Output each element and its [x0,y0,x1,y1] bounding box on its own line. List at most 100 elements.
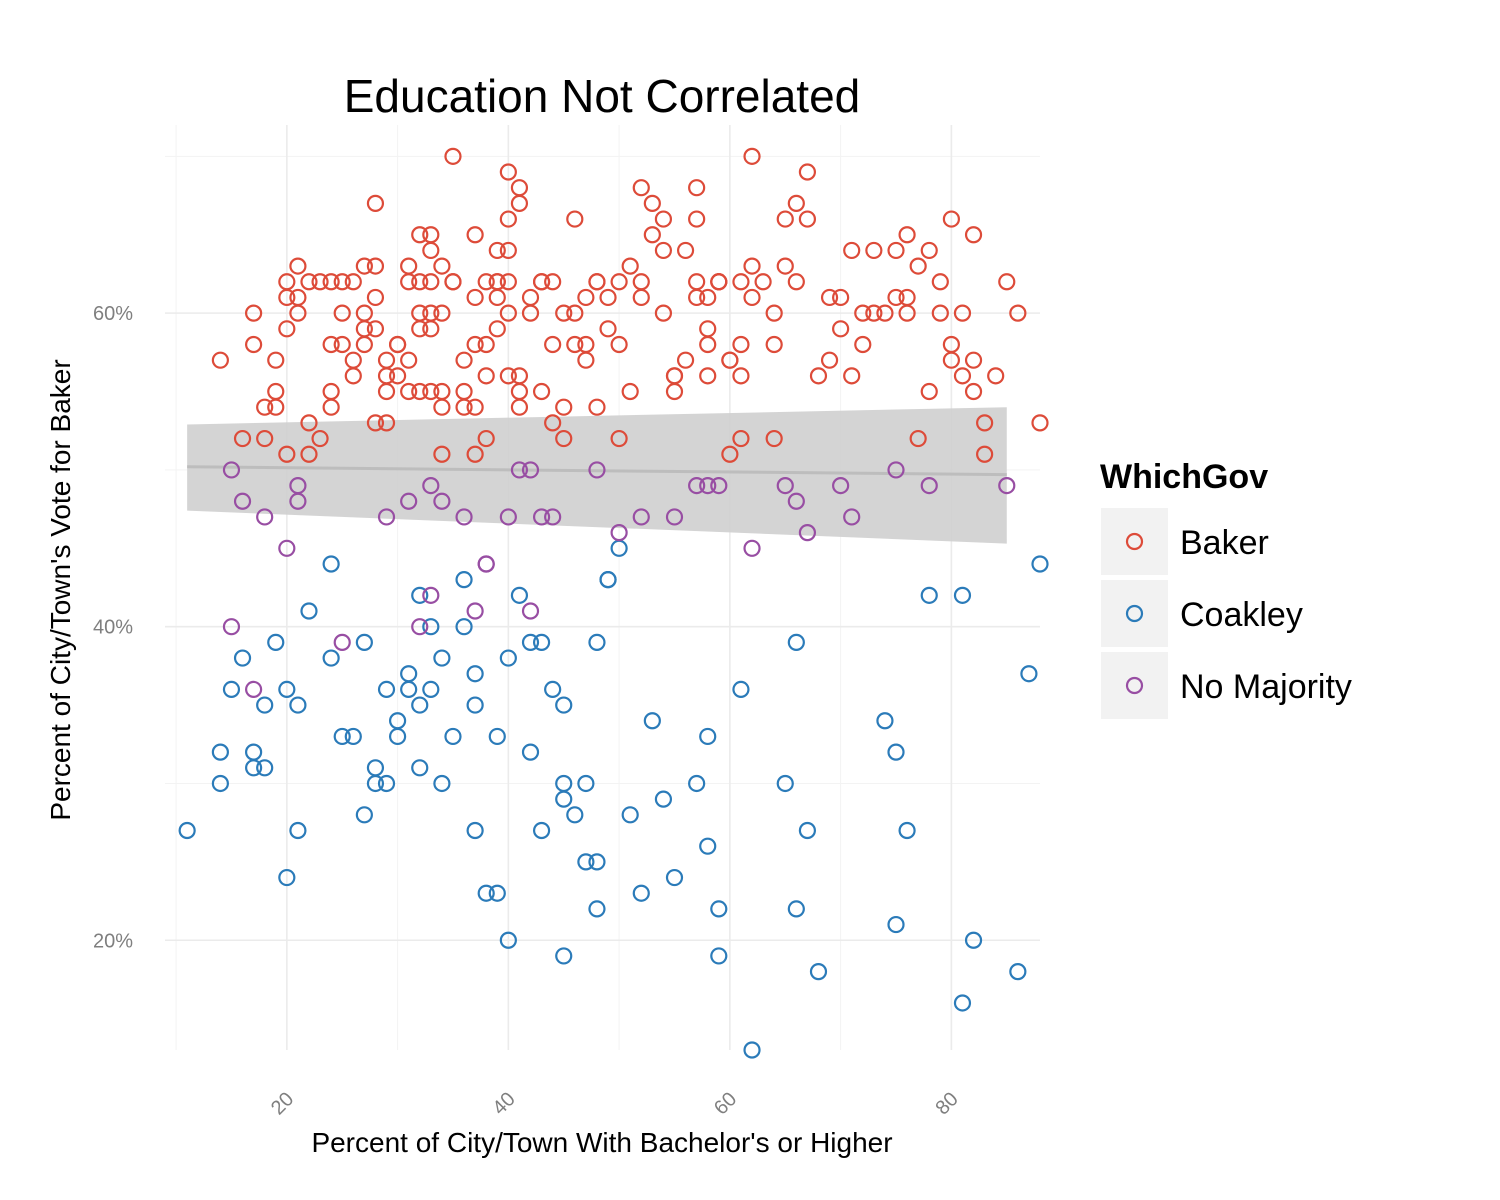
point-coakley [544,680,562,699]
point-baker [289,257,307,275]
y-tick-label: 40% [93,617,133,639]
point-baker [964,351,983,369]
point-baker [942,335,960,354]
point-no-majority [920,476,938,495]
grid [165,125,1040,1050]
point-baker [964,226,983,244]
point-baker [422,320,440,338]
point-no-majority [610,524,628,542]
point-baker [765,335,783,354]
point-coakley [599,571,617,589]
point-no-majority [998,476,1016,495]
legend-marker [1125,532,1144,551]
point-baker [388,335,407,354]
x-tick-label: 40 [488,1088,519,1119]
point-coakley [488,727,506,746]
point-coakley [920,586,938,604]
point-baker [311,429,329,448]
point-baker [377,414,396,432]
point-coakley [433,774,451,793]
point-no-majority [787,492,805,510]
point-baker [798,210,817,228]
point-coakley [665,868,684,887]
point-baker [510,179,529,197]
x-axis-ticks: 20 40 60 80 [267,1088,963,1119]
legend-key [1101,508,1168,575]
point-baker [676,351,695,369]
point-baker [300,273,318,291]
point-coakley [211,743,229,761]
point-baker [688,273,706,291]
point-coakley [710,900,728,918]
point-baker [998,273,1016,291]
point-baker [942,210,960,228]
point-baker [322,398,340,416]
point-coakley [588,900,606,918]
point-no-majority [222,618,241,636]
point-baker [466,288,484,307]
point-coakley [588,633,606,651]
point-coakley [1020,665,1038,683]
point-baker [566,210,584,228]
point-baker [466,398,484,416]
point-baker [510,382,529,401]
point-baker [355,335,373,354]
point-baker [820,288,839,307]
point-coakley [743,1041,761,1059]
point-baker [444,147,462,165]
point-coakley [898,821,916,840]
legend-key [1101,580,1168,647]
point-coakley [555,790,573,808]
point-baker [267,351,285,369]
point-no-majority [411,618,429,636]
point-no-majority [422,476,440,495]
point-baker [366,288,385,307]
point-baker [920,241,938,260]
point-baker [953,304,972,322]
point-baker [466,226,484,244]
point-baker [732,367,750,385]
point-coakley [953,586,972,604]
point-baker [887,288,905,307]
point-baker [411,382,429,401]
point-baker [665,382,684,401]
point-coakley [532,821,551,840]
point-baker [577,351,595,369]
point-baker [754,273,772,291]
point-no-majority [521,602,540,620]
point-coakley [455,571,473,589]
point-coakley [256,759,274,777]
y-tick-label: 20% [93,930,133,952]
point-coakley [344,727,362,746]
point-coakley [211,774,229,793]
point-baker [455,351,473,369]
point-no-majority [422,586,440,604]
point-baker [699,335,717,354]
point-coakley [466,696,484,714]
point-baker [366,414,385,432]
point-baker [466,335,484,354]
point-no-majority [776,476,794,495]
point-no-majority [499,508,517,526]
point-baker [289,288,307,307]
point-baker [455,382,473,401]
point-coakley [499,649,517,667]
y-tick-label: 60% [93,303,133,325]
point-coakley [466,665,484,683]
point-baker [710,273,728,291]
point-baker [377,382,396,401]
point-baker [909,257,927,275]
point-baker [832,288,850,307]
smooth-band [187,407,1007,544]
point-coakley [499,931,517,949]
point-baker [787,273,805,291]
point-baker [333,273,351,291]
point-coakley [787,633,805,651]
point-baker [544,273,562,291]
point-baker [699,320,717,338]
point-baker [344,351,362,369]
point-coakley [510,586,529,604]
point-baker [964,382,983,401]
point-no-majority [521,461,540,479]
point-baker [499,304,517,322]
